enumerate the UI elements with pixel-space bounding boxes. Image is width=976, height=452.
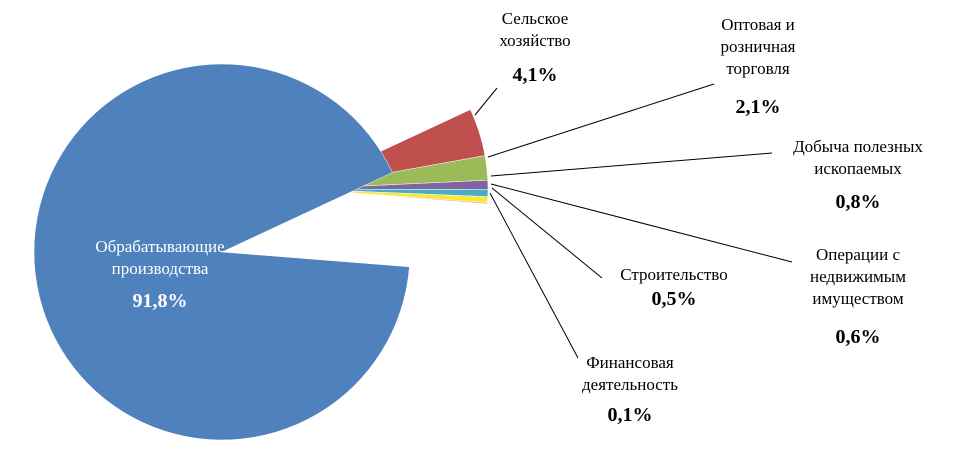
slice-label: Добыча полезных ископаемых xyxy=(793,137,923,178)
leader-line xyxy=(490,152,773,177)
slice-label: Строительство xyxy=(620,265,728,284)
leader-line xyxy=(491,187,603,279)
leader-line xyxy=(490,183,793,263)
value-label: 0,1% xyxy=(607,404,653,426)
value-label: 91,8% xyxy=(132,290,188,312)
slice-label: Обрабатывающие производства xyxy=(95,237,225,278)
leader-line xyxy=(489,192,579,359)
value-label: 2,1% xyxy=(735,96,781,118)
value-label: 0,5% xyxy=(651,288,697,310)
pie-slice xyxy=(33,63,410,441)
value-label: 0,8% xyxy=(835,191,881,213)
leader-line xyxy=(474,87,498,116)
slice-label: Финансовая деятельность xyxy=(582,353,678,394)
slice-label: Операции с недвижимым имуществом xyxy=(810,245,906,308)
slice-label: Оптовая и розничная торговля xyxy=(720,15,796,78)
value-label: 0,6% xyxy=(835,326,881,348)
slice-label: Сельское хозяйство xyxy=(499,9,571,50)
leader-line xyxy=(487,83,715,158)
value-label: 4,1% xyxy=(512,64,558,86)
